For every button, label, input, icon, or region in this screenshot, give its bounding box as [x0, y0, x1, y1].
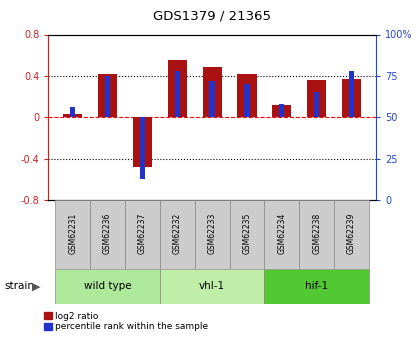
Bar	[63, 114, 82, 117]
Bar	[202, 67, 222, 117]
Text: GDS1379 / 21365: GDS1379 / 21365	[153, 9, 271, 22]
Text: GSM62235: GSM62235	[242, 213, 252, 254]
Bar	[334, 200, 369, 269]
Bar	[133, 117, 152, 167]
Text: strain: strain	[4, 282, 34, 291]
Bar	[272, 105, 291, 117]
Bar	[160, 200, 195, 269]
Bar	[168, 60, 187, 117]
Text: GSM62238: GSM62238	[312, 213, 321, 254]
Bar	[55, 269, 160, 304]
Text: GSM62232: GSM62232	[173, 213, 182, 254]
Bar	[264, 269, 369, 304]
Bar	[342, 79, 361, 117]
Bar	[70, 107, 75, 117]
Bar	[55, 200, 90, 269]
Text: GSM62237: GSM62237	[138, 213, 147, 254]
Bar	[279, 104, 284, 117]
Text: GSM62236: GSM62236	[103, 213, 112, 254]
Bar	[229, 200, 264, 269]
Text: GSM62233: GSM62233	[207, 213, 217, 254]
Bar	[90, 200, 125, 269]
Text: wild type: wild type	[84, 282, 131, 291]
Bar	[160, 269, 264, 304]
Bar	[105, 76, 110, 117]
Text: vhl-1: vhl-1	[199, 282, 225, 291]
Bar	[314, 92, 319, 117]
Bar	[125, 200, 160, 269]
Text: GSM62231: GSM62231	[68, 213, 77, 254]
Text: GSM62239: GSM62239	[347, 213, 356, 254]
Bar	[299, 200, 334, 269]
Bar	[195, 200, 229, 269]
Bar	[237, 74, 257, 117]
Bar	[264, 200, 299, 269]
Bar	[210, 81, 215, 117]
Bar	[140, 117, 145, 179]
Bar	[98, 74, 117, 117]
Legend: log2 ratio, percentile rank within the sample: log2 ratio, percentile rank within the s…	[45, 312, 208, 331]
Bar	[175, 71, 180, 117]
Text: ▶: ▶	[32, 282, 40, 291]
Text: GSM62234: GSM62234	[277, 213, 286, 254]
Text: hif-1: hif-1	[305, 282, 328, 291]
Bar	[349, 71, 354, 117]
Bar	[307, 80, 326, 117]
Bar	[244, 84, 249, 117]
